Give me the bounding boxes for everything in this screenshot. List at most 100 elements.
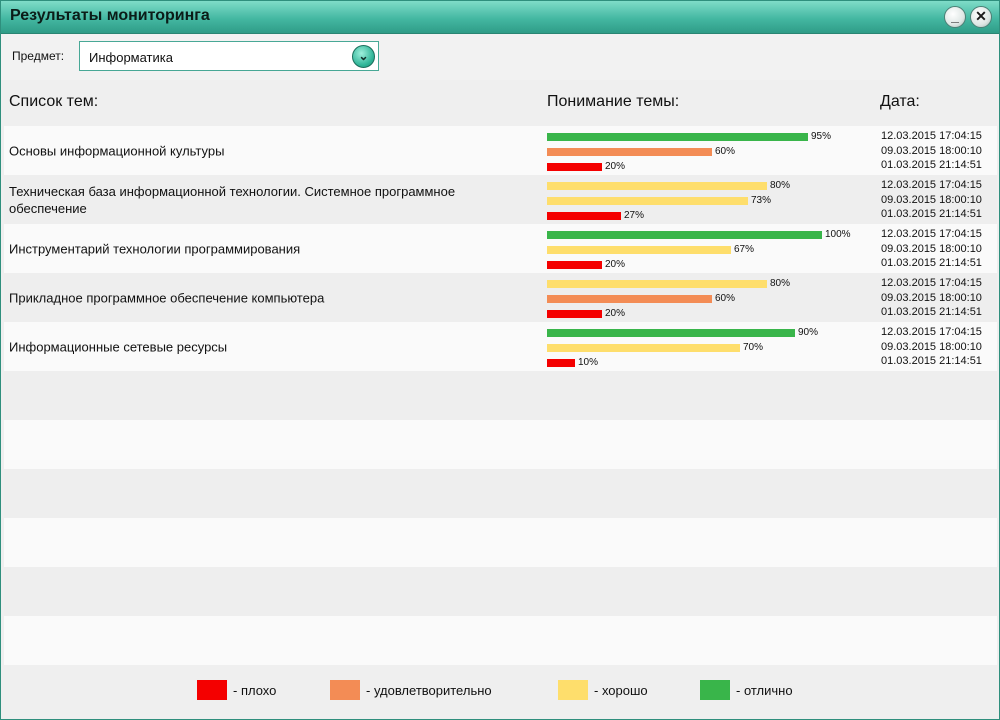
result-percent: 90% [798, 327, 819, 338]
table-row [4, 518, 997, 567]
result-line: 90% [547, 327, 867, 342]
table-row[interactable]: Основы информационной культуры 95% 60% 20% 1… [4, 126, 997, 175]
result-bar-excellent [547, 231, 822, 239]
result-bar-satisfactory [547, 148, 712, 156]
result-bar-satisfactory [547, 295, 712, 303]
understanding-bars: 90% 70% 10% [547, 327, 867, 372]
legend-swatch [558, 680, 588, 700]
result-percent: 80% [770, 278, 791, 289]
result-bar-poor [547, 212, 621, 220]
result-line: 100% [547, 229, 867, 244]
result-percent: 20% [605, 161, 626, 172]
subject-label: Предмет: [12, 49, 65, 63]
window-title: Результаты мониторинга [10, 7, 210, 24]
legend-swatch [330, 680, 360, 700]
close-icon: ✕ [975, 8, 987, 24]
result-percent: 20% [605, 308, 626, 319]
legend-label: - плохо [233, 683, 277, 698]
understanding-header: Понимание темы: [547, 93, 680, 110]
attempt-date: 12.03.2015 17:04:15 [881, 326, 982, 338]
table-row [4, 371, 997, 420]
topic-name: Основы информационной культуры [9, 143, 225, 158]
result-line: 27% [547, 210, 867, 225]
subject-select[interactable]: Информатика ⌄ [79, 41, 379, 71]
result-percent: 67% [734, 244, 755, 255]
attempt-date: 12.03.2015 17:04:15 [881, 228, 982, 240]
table-row [4, 469, 997, 518]
legend-label: - отлично [736, 683, 793, 698]
result-bar-good [547, 197, 748, 205]
close-button[interactable]: ✕ [970, 6, 992, 28]
result-line: 95% [547, 131, 867, 146]
table-row[interactable]: Прикладное программное обеспечение компь… [4, 273, 997, 322]
result-line: 60% [547, 293, 867, 308]
chevron-down-icon: ⌄ [358, 49, 369, 63]
attempt-date: 01.03.2015 21:14:51 [881, 159, 982, 171]
result-line: 70% [547, 342, 867, 357]
understanding-bars: 80% 73% 27% [547, 180, 867, 225]
attempt-date: 01.03.2015 21:14:51 [881, 257, 982, 269]
result-bar-good [547, 280, 767, 288]
topic-name: Информационные сетевые ресурсы [9, 339, 228, 354]
result-percent: 27% [624, 210, 645, 221]
attempt-date: 01.03.2015 21:14:51 [881, 355, 982, 367]
result-percent: 60% [715, 293, 736, 304]
result-line: 60% [547, 146, 867, 161]
topics-header: Список тем: [9, 93, 99, 110]
topic-name: Техническая база информационной технолог… [9, 183, 456, 216]
result-percent: 60% [715, 146, 736, 157]
topic-name: Инструментарий технологии программирован… [9, 241, 301, 256]
result-bar-poor [547, 261, 602, 269]
attempt-date: 09.03.2015 18:00:10 [881, 242, 982, 255]
attempt-dates: 12.03.2015 17:04:15 09.03.2015 18:00:10 01… [881, 178, 997, 222]
attempt-dates: 12.03.2015 17:04:15 09.03.2015 18:00:10 01… [881, 276, 997, 320]
attempt-dates: 12.03.2015 17:04:15 09.03.2015 18:00:10 01… [881, 129, 997, 173]
result-bar-poor [547, 310, 602, 318]
result-percent: 100% [825, 229, 851, 240]
table-row [4, 616, 997, 665]
result-bar-poor [547, 359, 575, 367]
table-row[interactable]: Информационные сетевые ресурсы 90% 70% 10% 1… [4, 322, 997, 371]
result-percent: 10% [578, 357, 599, 368]
date-header: Дата: [880, 93, 920, 110]
result-bar-good [547, 344, 740, 352]
minimize-icon: _ [951, 8, 959, 24]
result-bar-good [547, 182, 767, 190]
result-line: 80% [547, 278, 867, 293]
result-bar-poor [547, 163, 602, 171]
result-line: 80% [547, 180, 867, 195]
attempt-dates: 12.03.2015 17:04:15 09.03.2015 18:00:10 01… [881, 227, 997, 271]
attempt-date: 09.03.2015 18:00:10 [881, 144, 982, 157]
legend: - плохо - удовлетворительно - хорошо - отли… [1, 666, 999, 718]
attempt-date: 01.03.2015 21:14:51 [881, 208, 982, 220]
subject-select-value: Информатика [89, 50, 173, 65]
title-bar[interactable]: Результаты мониторинга _ ✕ [1, 1, 999, 34]
understanding-bars: 100% 67% 20% [547, 229, 867, 274]
result-line: 20% [547, 259, 867, 274]
result-percent: 80% [770, 180, 791, 191]
result-line: 67% [547, 244, 867, 259]
result-bar-good [547, 246, 731, 254]
attempt-date: 09.03.2015 18:00:10 [881, 340, 982, 353]
topics-table: Основы информационной культуры 95% 60% 20% 1… [4, 126, 997, 665]
filter-bar: Предмет: Информатика ⌄ [1, 34, 999, 80]
table-row[interactable]: Инструментарий технологии программирован… [4, 224, 997, 273]
result-line: 20% [547, 308, 867, 323]
result-percent: 73% [751, 195, 772, 206]
minimize-button[interactable]: _ [944, 6, 966, 28]
attempt-date: 12.03.2015 17:04:15 [881, 179, 982, 191]
understanding-bars: 95% 60% 20% [547, 131, 867, 176]
result-percent: 20% [605, 259, 626, 270]
subject-dropdown-button[interactable]: ⌄ [352, 45, 375, 68]
legend-swatch [197, 680, 227, 700]
result-percent: 95% [811, 131, 832, 142]
result-percent: 70% [743, 342, 764, 353]
legend-swatch [700, 680, 730, 700]
table-row [4, 567, 997, 616]
attempt-date: 01.03.2015 21:14:51 [881, 306, 982, 318]
result-line: 10% [547, 357, 867, 372]
column-headers: Список тем: Понимание темы: Дата: [1, 80, 999, 126]
attempt-date: 12.03.2015 17:04:15 [881, 277, 982, 289]
table-row[interactable]: Техническая база информационной технолог… [4, 175, 997, 224]
